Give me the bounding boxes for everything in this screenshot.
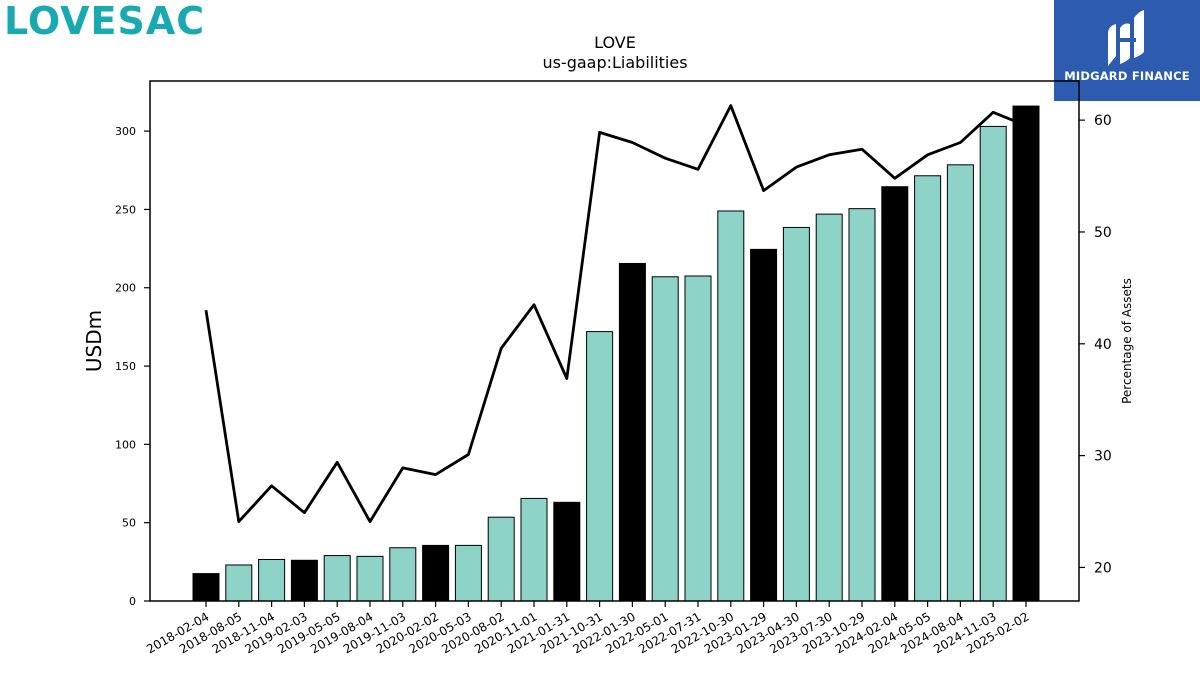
chart-title: LOVE: [594, 33, 636, 52]
y2-tick-label: 20: [1094, 560, 1112, 576]
bar-2022-05-01: [651, 276, 679, 602]
y-tick-label: 200: [115, 282, 136, 295]
midgard-logo-icon: [1108, 10, 1144, 66]
bar-2020-02-02: [422, 544, 450, 602]
bar-2019-11-03: [389, 547, 417, 602]
bar-2024-08-04: [946, 164, 974, 602]
bar-2018-11-04: [258, 558, 286, 602]
badge-label: MIDGARD FINANCE: [1064, 69, 1190, 83]
bar-2023-10-29: [848, 208, 876, 602]
y-tick-label: 100: [115, 438, 136, 451]
y-axis-label: USDm: [82, 310, 106, 372]
y-tick-label: 0: [129, 595, 136, 608]
bar-2021-01-31: [553, 501, 581, 602]
bar-2019-02-03: [290, 559, 318, 602]
y-tick-label: 250: [115, 203, 136, 216]
y2-tick-label: 40: [1094, 337, 1112, 353]
bar-2024-02-04: [881, 186, 909, 602]
bar-series: [192, 105, 1040, 602]
chart-subtitle: us-gaap:Liabilities: [542, 53, 687, 72]
y2-tick-label: 50: [1094, 225, 1112, 241]
bar-2023-04-30: [782, 226, 810, 602]
bar-2020-05-03: [454, 544, 482, 602]
bar-2018-08-05: [225, 564, 253, 602]
bar-2020-08-02: [487, 516, 515, 602]
bar-2022-01-30: [618, 262, 646, 602]
y2-axis-label: Percentage of Assets: [1120, 278, 1134, 404]
bar-2019-08-04: [356, 555, 384, 602]
bar-2023-07-30: [815, 213, 843, 602]
y-tick-label: 50: [122, 517, 136, 530]
bar-2022-10-30: [717, 210, 745, 602]
bar-2024-11-03: [979, 125, 1007, 602]
percentage-of-assets-line: [204, 104, 1027, 523]
bar-2021-10-31: [586, 331, 614, 602]
bar-2018-02-04: [192, 573, 220, 602]
line-series: [204, 104, 1027, 523]
y2-tick-label: 30: [1094, 449, 1112, 465]
y-tick-label: 150: [115, 360, 136, 373]
bar-2020-11-01: [520, 497, 548, 602]
bar-2025-02-02: [1012, 105, 1040, 602]
y2-tick-label: 60: [1094, 113, 1112, 129]
bar-2024-05-05: [914, 175, 942, 602]
y-tick-label: 300: [115, 125, 136, 138]
bar-2019-05-05: [323, 555, 351, 602]
x-axis: 2018-02-042018-08-052018-11-042019-02-03…: [144, 601, 1032, 656]
bar-2023-01-29: [750, 248, 778, 602]
left-axis: 0 50 100 150 200 250 300: [115, 125, 150, 608]
lovesac-logo: LOVESAC: [4, 0, 206, 43]
plot-frame: [149, 80, 1080, 602]
right-axis: 20 30 40 50 60: [1079, 113, 1112, 576]
bar-2022-07-31: [684, 275, 712, 602]
